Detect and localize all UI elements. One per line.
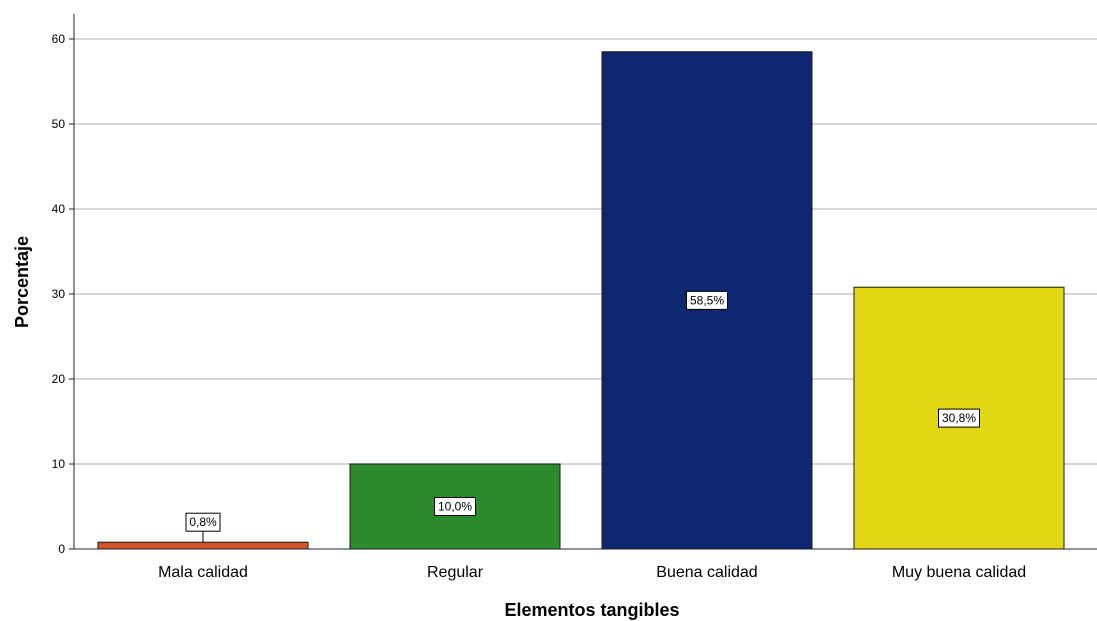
y-tick-label: 40 <box>52 202 66 216</box>
y-tick-label: 50 <box>52 117 66 131</box>
data-label-box <box>686 290 728 310</box>
data-label: 58,5% <box>690 293 724 307</box>
y-tick-label: 30 <box>52 287 66 301</box>
data-label: 0,8% <box>189 515 217 529</box>
y-tick-label: 20 <box>52 372 66 386</box>
y-tick-label: 10 <box>52 457 66 471</box>
y-tick-label: 0 <box>58 542 65 556</box>
y-axis-title: Porcentaje <box>12 236 32 328</box>
data-labels: 0,8% 10,0% 58,5% 30,8% <box>185 290 980 543</box>
data-label-box <box>938 408 980 428</box>
x-axis-title: Elementos tangibles <box>504 600 679 620</box>
data-label-box <box>185 512 221 532</box>
data-label-box <box>434 497 476 516</box>
x-tick-labels: Mala calidad Regular Buena calidad Muy buen… <box>158 564 1026 581</box>
y-tick-label: 60 <box>52 32 66 46</box>
bar <box>97 541 309 550</box>
x-tick-label: Regular <box>427 564 484 581</box>
axes <box>73 14 1097 550</box>
data-label: 10,0% <box>438 500 472 514</box>
x-tick-label: Mala calidad <box>158 564 248 581</box>
x-tick-label: Muy buena calidad <box>892 564 1026 581</box>
x-tick-label: Buena calidad <box>656 564 757 581</box>
bars <box>97 51 1065 550</box>
y-tick-labels: 0 10 20 30 40 50 60 <box>52 32 74 556</box>
data-label: 30,8% <box>942 411 976 425</box>
